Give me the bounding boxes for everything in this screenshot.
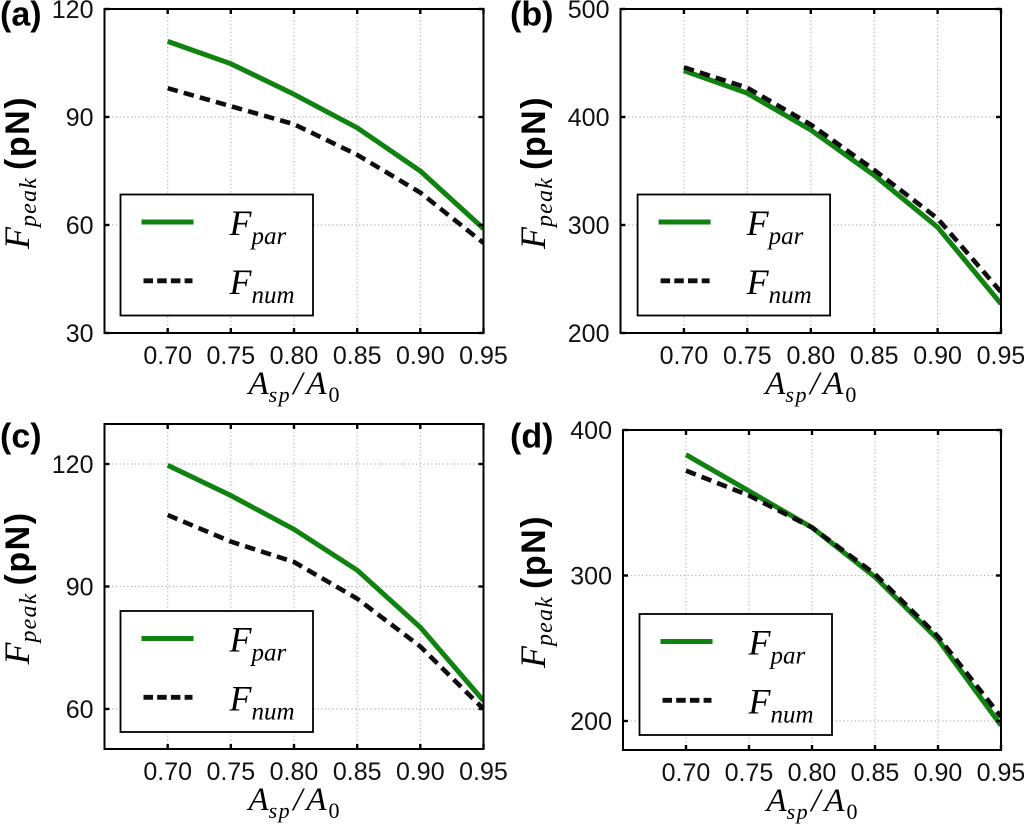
svg-text:60: 60 <box>66 212 94 240</box>
svg-text:0.80: 0.80 <box>788 759 837 787</box>
svg-text:0.95: 0.95 <box>977 342 1024 370</box>
svg-text:90: 90 <box>66 574 94 602</box>
svg-text:0.95: 0.95 <box>459 342 508 370</box>
svg-text:0.90: 0.90 <box>396 758 445 786</box>
svg-text:0.70: 0.70 <box>143 758 192 786</box>
svg-text:200: 200 <box>568 320 610 348</box>
svg-text:60: 60 <box>66 696 94 724</box>
svg-text:0.85: 0.85 <box>333 342 382 370</box>
svg-text:(b): (b) <box>510 0 553 34</box>
svg-text:0.75: 0.75 <box>206 342 255 370</box>
svg-text:0.80: 0.80 <box>270 342 319 370</box>
svg-text:300: 300 <box>570 563 612 591</box>
svg-text:Asp/A0: Asp/A0 <box>246 782 339 823</box>
svg-text:0.95: 0.95 <box>459 758 508 786</box>
svg-text:0.70: 0.70 <box>662 759 711 787</box>
svg-text:0.75: 0.75 <box>725 759 774 787</box>
svg-text:400: 400 <box>568 104 610 132</box>
svg-text:0.80: 0.80 <box>270 758 319 786</box>
svg-text:0.75: 0.75 <box>206 758 255 786</box>
svg-text:30: 30 <box>66 320 94 348</box>
svg-text:Fnum: Fnum <box>746 262 812 309</box>
svg-text:0.80: 0.80 <box>786 342 835 370</box>
svg-text:0.85: 0.85 <box>850 342 899 370</box>
svg-text:0.85: 0.85 <box>851 759 900 787</box>
svg-text:0.90: 0.90 <box>396 342 445 370</box>
svg-text:0.70: 0.70 <box>660 342 709 370</box>
svg-text:Fpar: Fpar <box>229 620 287 667</box>
svg-text:Asp/A0: Asp/A0 <box>763 366 856 407</box>
svg-text:(a): (a) <box>0 0 42 34</box>
svg-text:0.90: 0.90 <box>914 759 963 787</box>
svg-text:Asp/A0: Asp/A0 <box>246 366 339 407</box>
svg-text:(d): (d) <box>510 418 553 456</box>
svg-text:(c): (c) <box>0 418 42 456</box>
svg-text:400: 400 <box>570 417 612 445</box>
svg-text:0.75: 0.75 <box>723 342 772 370</box>
svg-text:0.85: 0.85 <box>333 758 382 786</box>
svg-text:0.90: 0.90 <box>913 342 962 370</box>
svg-text:Asp/A0: Asp/A0 <box>764 783 857 824</box>
svg-text:0.95: 0.95 <box>977 759 1024 787</box>
svg-text:90: 90 <box>66 104 94 132</box>
svg-text:120: 120 <box>52 451 94 479</box>
svg-text:0.70: 0.70 <box>143 342 192 370</box>
svg-text:120: 120 <box>52 0 94 24</box>
svg-text:500: 500 <box>568 0 610 24</box>
svg-text:300: 300 <box>568 212 610 240</box>
svg-text:200: 200 <box>570 708 612 736</box>
